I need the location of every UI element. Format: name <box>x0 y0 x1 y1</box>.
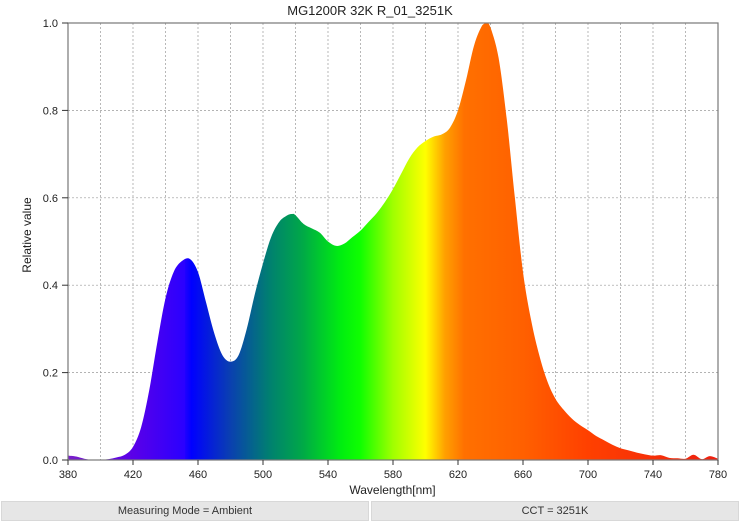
x-tick-label: 620 <box>449 469 467 481</box>
x-tick-label: 700 <box>579 469 597 481</box>
spectrum-area <box>68 23 718 460</box>
x-axis-label: Wavelength[nm] <box>349 483 436 497</box>
x-tick-label: 660 <box>514 469 532 481</box>
y-tick-label: 0.0 <box>43 455 58 467</box>
y-axis-ticks: 0.0 0.2 0.4 0.6 0.8 1.0 <box>43 18 68 467</box>
x-tick-label: 460 <box>189 469 207 481</box>
y-tick-label: 0.8 <box>43 105 58 117</box>
y-tick-label: 0.4 <box>43 280 58 292</box>
chart-title: MG1200R 32K R_01_3251K <box>287 3 453 18</box>
x-tick-label: 780 <box>709 469 727 481</box>
x-tick-label: 740 <box>644 469 662 481</box>
x-axis-ticks: 380 420 460 500 540 580 620 660 700 740 780 <box>59 460 727 481</box>
measuring-mode-field: Measuring Mode = Ambient <box>1 501 369 521</box>
x-tick-label: 420 <box>124 469 142 481</box>
x-tick-label: 540 <box>319 469 337 481</box>
x-tick-label: 580 <box>384 469 402 481</box>
y-tick-label: 0.6 <box>43 193 58 205</box>
y-tick-label: 0.2 <box>43 368 58 380</box>
x-tick-label: 500 <box>254 469 272 481</box>
x-tick-label: 380 <box>59 469 77 481</box>
y-tick-label: 1.0 <box>43 18 58 30</box>
spectrum-chart: 0.0 0.2 0.4 0.6 0.8 1.0 380 420 460 500 540 580 620… <box>43 18 727 481</box>
cct-field: CCT = 3251K <box>371 501 739 521</box>
status-footer: Measuring Mode = Ambient CCT = 3251K <box>0 501 740 521</box>
y-axis-label: Relative value <box>20 197 34 273</box>
